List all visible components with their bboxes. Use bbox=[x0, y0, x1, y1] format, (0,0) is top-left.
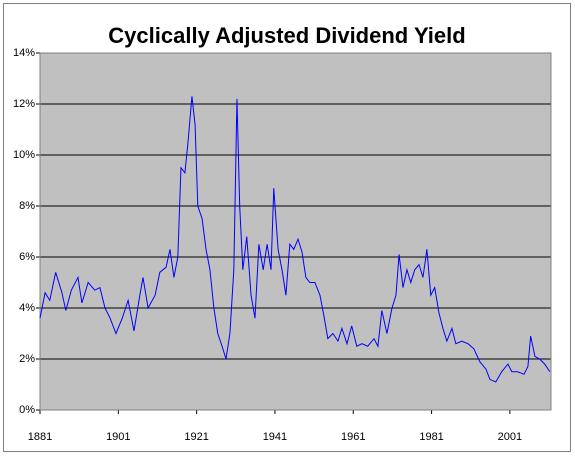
series-line bbox=[39, 96, 551, 383]
y-tick-label: 4% bbox=[19, 302, 35, 314]
plot-area bbox=[40, 53, 551, 410]
y-tick-label: 6% bbox=[19, 251, 35, 263]
x-tick-label: 2001 bbox=[498, 431, 522, 443]
x-tick-label: 1981 bbox=[419, 431, 443, 443]
x-tick-label: 1921 bbox=[184, 431, 208, 443]
y-tick-label: 14% bbox=[13, 47, 35, 59]
x-tick-label: 1901 bbox=[106, 431, 130, 443]
y-tick-label: 12% bbox=[13, 98, 35, 110]
chart-title: Cyclically Adjusted Dividend Yield bbox=[108, 23, 465, 48]
y-tick-label: 10% bbox=[13, 149, 35, 161]
x-tick-label: 1881 bbox=[28, 431, 52, 443]
x-tick-label: 1961 bbox=[341, 431, 365, 443]
y-tick-label: 2% bbox=[19, 353, 35, 365]
x-tick-label: 1941 bbox=[263, 431, 287, 443]
y-tick-label: 0% bbox=[19, 404, 35, 416]
y-tick-label: 8% bbox=[19, 200, 35, 212]
plot-border bbox=[39, 52, 552, 411]
